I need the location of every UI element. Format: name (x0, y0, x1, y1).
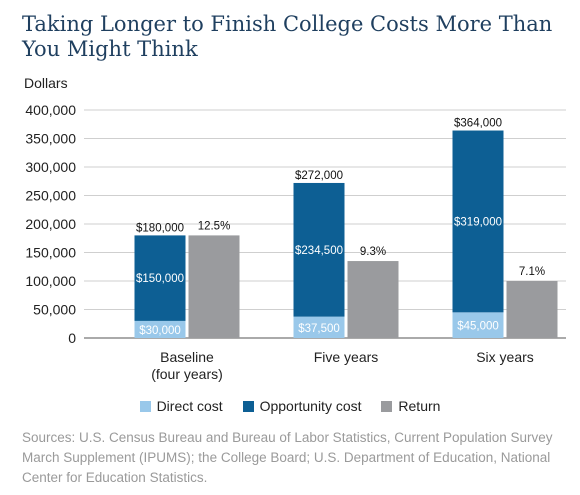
bar-direct-cost (293, 316, 345, 338)
y-tick-label: 0 (68, 330, 76, 346)
data-label-direct-cost: $37,500 (298, 323, 340, 335)
y-tick-label: 250,000 (25, 188, 76, 204)
source-note: Sources: U.S. Census Bureau and Bureau o… (22, 430, 553, 485)
x-tick-label: Five years (314, 349, 379, 365)
data-label-return: 7.1% (519, 266, 545, 278)
data-label-total: $180,000 (136, 222, 184, 234)
data-label-opportunity-cost: $234,500 (295, 245, 343, 257)
y-tick-label: 50,000 (33, 302, 76, 318)
data-label-opportunity-cost: $150,000 (136, 273, 184, 285)
y-tick-label: 100,000 (25, 273, 76, 289)
legend-swatch-direct-cost (139, 400, 151, 412)
y-axis-label: Dollars (24, 75, 68, 91)
bar-return (347, 261, 399, 338)
data-label-direct-cost: $30,000 (139, 325, 181, 337)
bar-return (188, 235, 240, 338)
data-label-total: $272,000 (295, 170, 343, 182)
legend-label-opportunity-cost: Opportunity cost (259, 398, 362, 414)
bar-opportunity-cost (293, 182, 345, 317)
y-tick-label: 150,000 (25, 245, 76, 261)
chart-title: Taking Longer to Finish College Costs Mo… (22, 12, 553, 61)
x-tick-label: Baseline (160, 349, 214, 365)
y-tick-label: 350,000 (25, 131, 76, 147)
data-label-opportunity-cost: $319,000 (454, 216, 502, 228)
bar-opportunity-cost (452, 130, 504, 313)
legend-item-direct-cost: Direct cost (139, 398, 223, 414)
bar-direct-cost (134, 320, 186, 338)
data-label-return: 12.5% (198, 220, 231, 232)
legend-swatch-return (381, 400, 393, 412)
legend: Direct cost Opportunity cost Return (0, 398, 580, 415)
legend-swatch-opportunity-cost (242, 400, 254, 412)
legend-item-opportunity-cost: Opportunity cost (242, 398, 362, 414)
legend-item-return: Return (381, 398, 440, 414)
data-label-direct-cost: $45,000 (457, 321, 499, 333)
x-tick-label: Six years (476, 349, 534, 365)
bar-direct-cost (452, 312, 504, 338)
legend-label-return: Return (398, 398, 441, 414)
y-tick-label: 400,000 (25, 102, 76, 118)
data-label-return: 9.3% (360, 246, 386, 258)
x-tick-label: (four years) (151, 366, 223, 382)
bar-opportunity-cost (134, 235, 186, 321)
data-label-total: $364,000 (454, 118, 502, 130)
y-tick-label: 200,000 (25, 216, 76, 232)
bar-return (506, 281, 558, 338)
y-tick-label: 300,000 (25, 159, 76, 175)
legend-label-direct-cost: Direct cost (156, 398, 223, 414)
